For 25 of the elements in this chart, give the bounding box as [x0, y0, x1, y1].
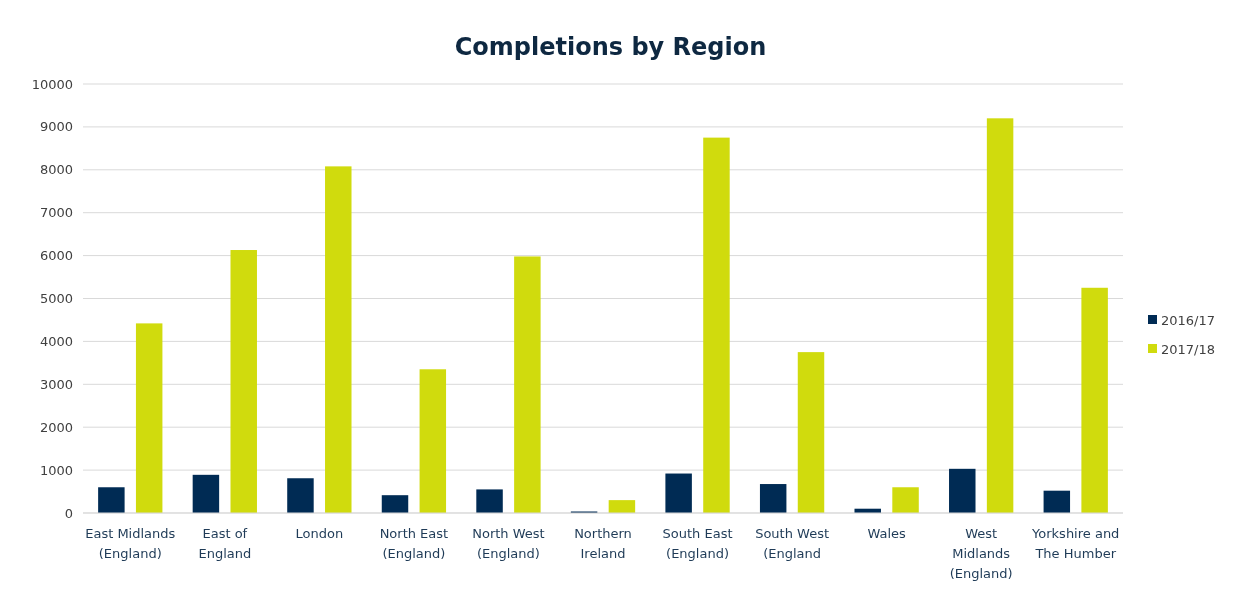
- chart-title: Completions by Region: [454, 33, 767, 61]
- y-tick-label: 2000: [39, 419, 73, 435]
- y-tick-label: 1000: [39, 462, 73, 478]
- legend-label: 2017/18: [1161, 341, 1216, 357]
- y-tick-label: 0: [64, 505, 73, 521]
- x-tick-label: North East (England): [379, 526, 449, 561]
- y-tick-label: 7000: [39, 205, 73, 221]
- y-tick-label: 10000: [31, 76, 73, 92]
- y-tick-label: 4000: [39, 333, 73, 349]
- x-tick-label: Northern Ireland: [574, 526, 632, 561]
- y-tick-label: 9000: [39, 119, 73, 135]
- x-tick-label: Wales: [867, 526, 907, 541]
- x-tick-label: West Midlands (England): [949, 526, 1013, 581]
- x-tick-label: London: [295, 526, 344, 541]
- y-tick-label: 8000: [39, 162, 73, 178]
- y-tick-label: 6000: [39, 248, 73, 264]
- x-tick-label: South East (England): [662, 526, 733, 561]
- x-tick-label: East Midlands (England): [85, 526, 176, 561]
- x-tick-label: Yorkshire and The Humber: [1031, 526, 1120, 561]
- y-tick-label: 5000: [39, 291, 73, 307]
- y-tick-label: 3000: [39, 376, 73, 392]
- x-tick-label: South West (England: [755, 526, 830, 561]
- legend-label: 2016/17: [1161, 312, 1216, 328]
- x-tick-label: North West (England): [472, 526, 545, 561]
- x-tick-label: East of England: [198, 526, 252, 561]
